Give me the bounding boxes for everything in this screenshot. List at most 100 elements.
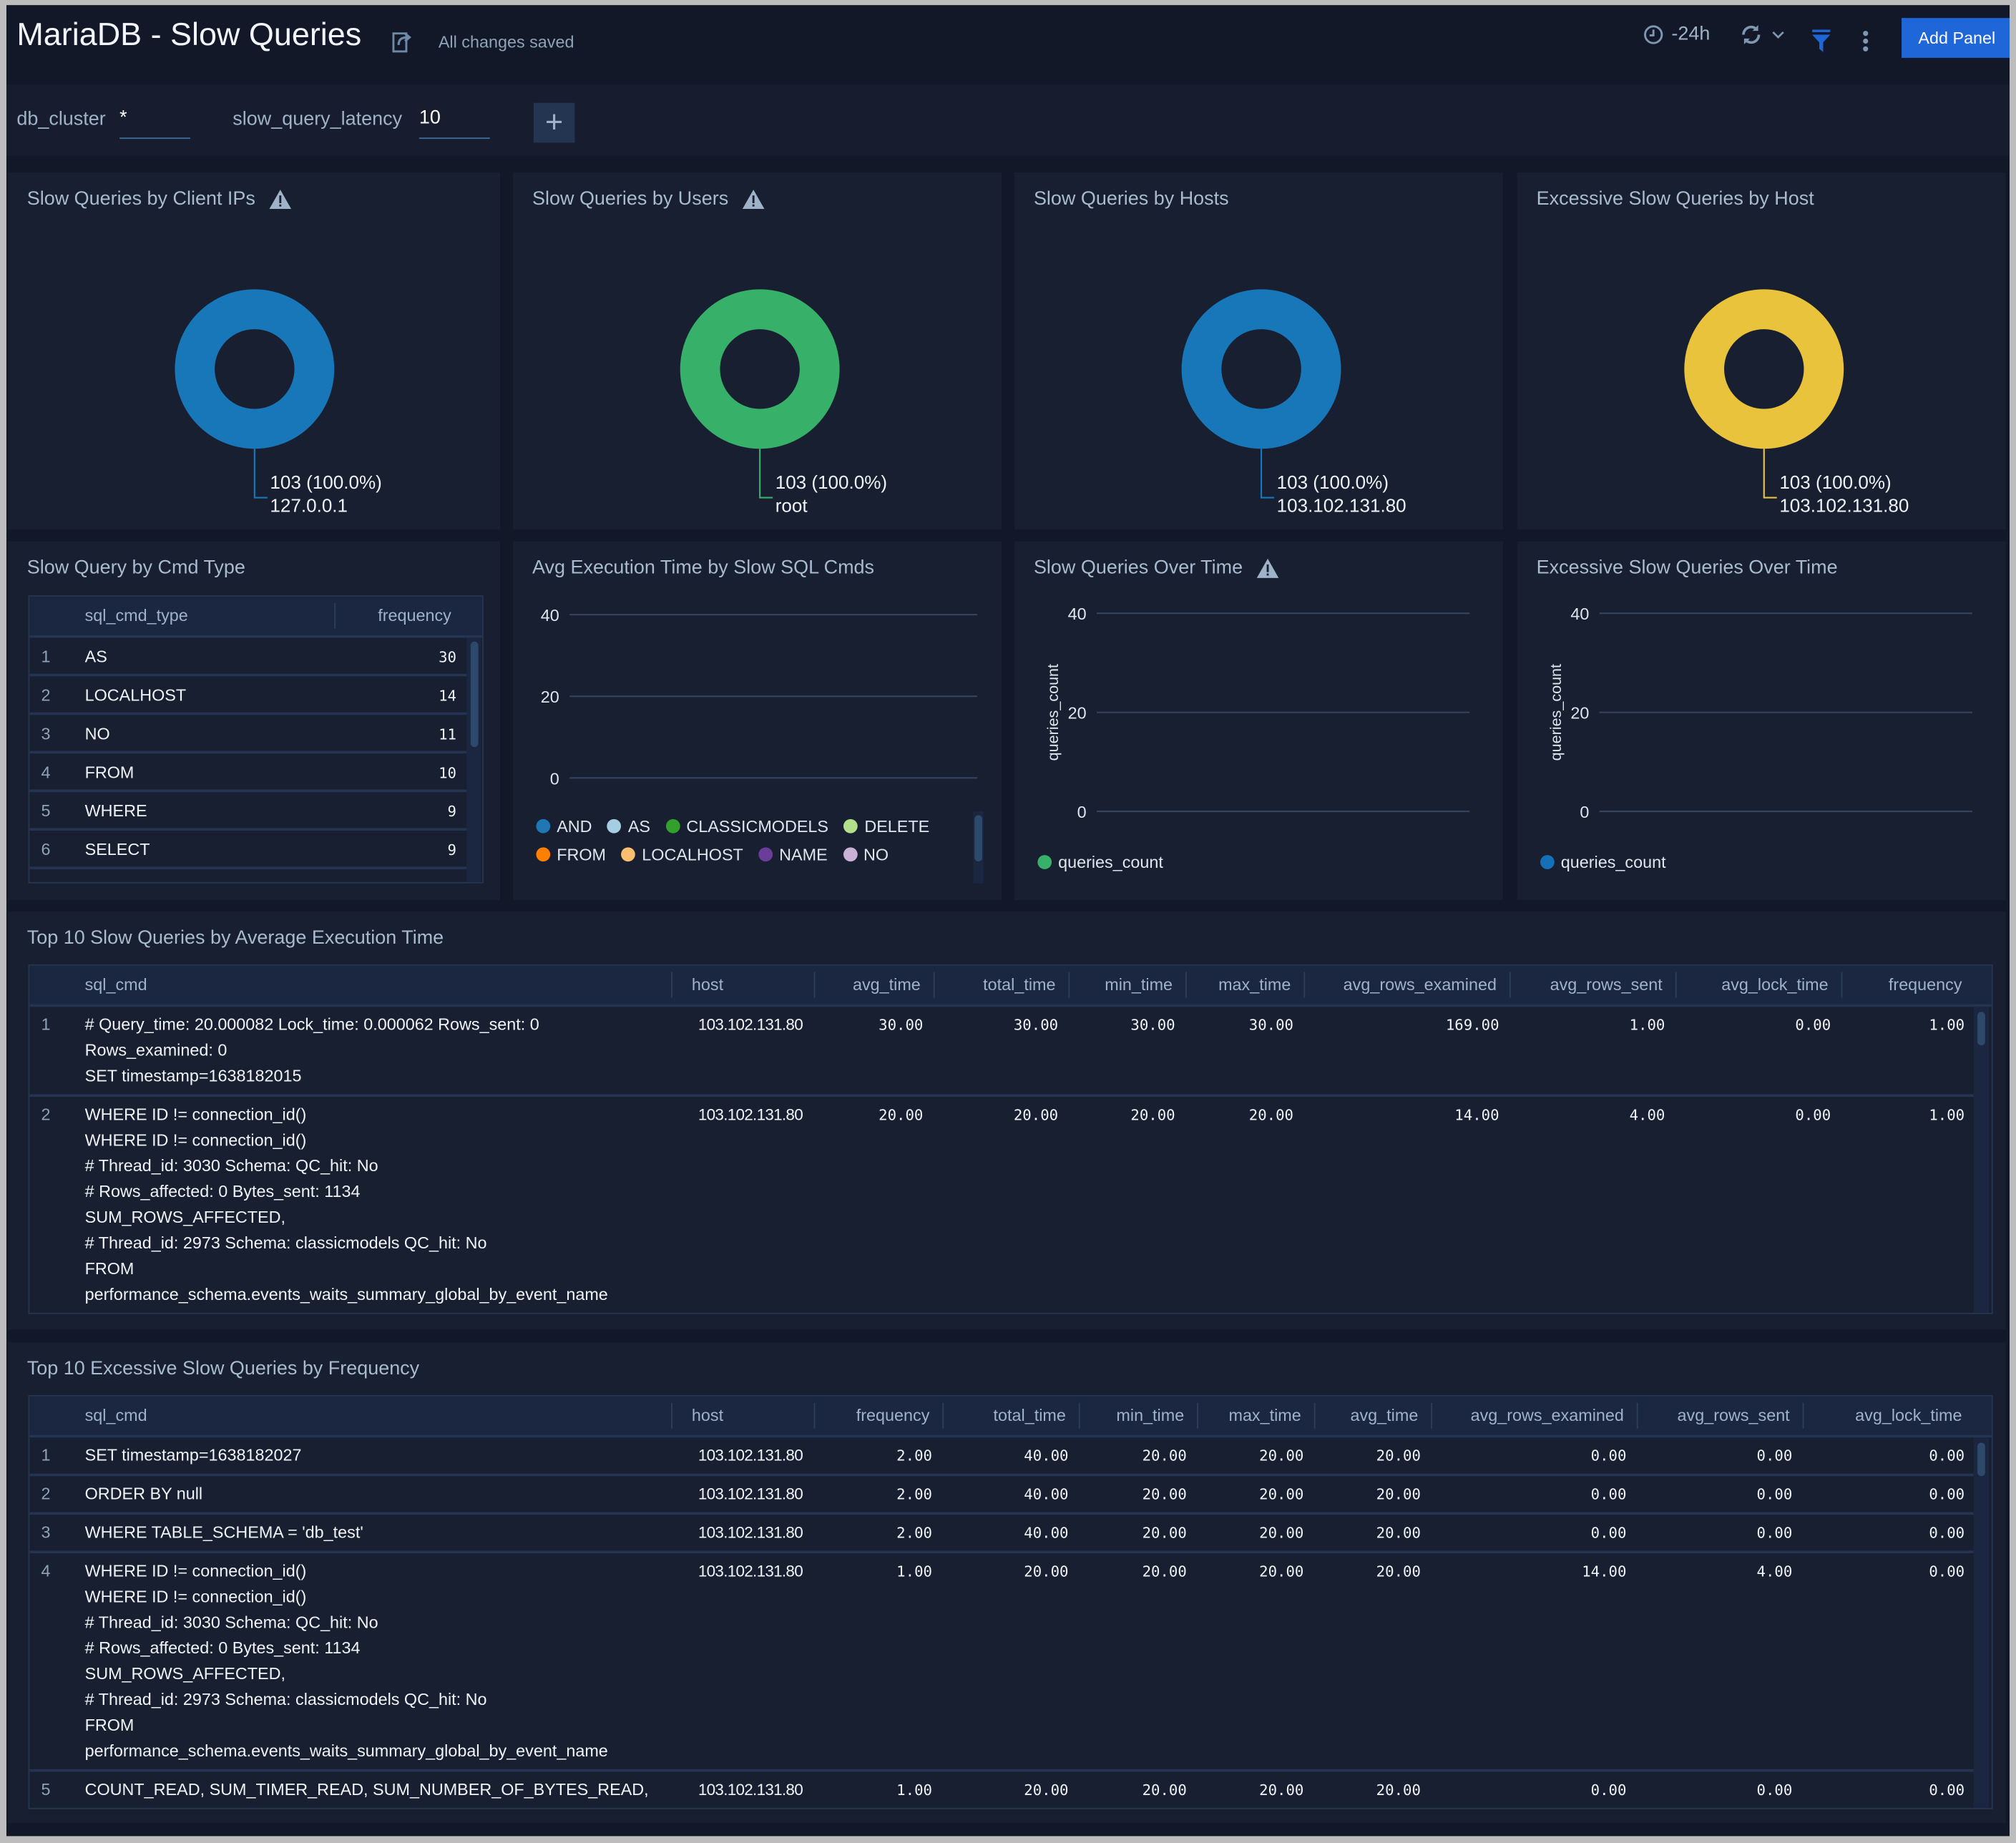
scrollbar-thumb[interactable]	[974, 815, 983, 862]
cmd-type-table: sql_cmd_type frequency 1 AS 30 2 LOCALHOST 14 3 N…	[28, 595, 484, 884]
table-row[interactable]: 2 ORDER BY null 103.102.131.80 2.00 40.00 20.…	[29, 1476, 1974, 1515]
legend-item[interactable]: AND	[536, 816, 592, 836]
donut-slice[interactable]	[680, 289, 840, 449]
sql-cmd-line: performance_schema.events_waits_summary_…	[84, 1284, 608, 1304]
table-row[interactable]: 2 LOCALHOST 14	[29, 676, 467, 715]
column-resize-handle[interactable]	[1636, 1402, 1638, 1429]
legend-item[interactable]: NO	[843, 845, 889, 864]
scrollbar-thumb[interactable]	[1977, 1442, 1985, 1477]
table-row[interactable]: 4 WHERE ID != connection_id() WHERE ID != …	[29, 1553, 1974, 1772]
column-resize-handle[interactable]	[933, 972, 935, 998]
column-header-avg-lock-time[interactable]: avg_lock_time	[1855, 1405, 1962, 1425]
column-resize-handle[interactable]	[1068, 972, 1070, 998]
scrollbar-thumb[interactable]	[1977, 1012, 1985, 1046]
column-header-total-time[interactable]: total_time	[993, 1405, 1066, 1425]
filter-input-slow-query-latency[interactable]: 10	[419, 107, 490, 140]
row-index: 7	[41, 876, 51, 881]
column-header-avg-lock-time[interactable]: avg_lock_time	[1721, 974, 1829, 994]
table-scrollbar[interactable]	[1973, 1437, 1990, 1808]
table-scrollbar[interactable]	[1973, 1007, 1990, 1313]
column-header-frequency[interactable]: frequency	[1888, 974, 1962, 994]
table-row[interactable]: 4 FROM 10	[29, 753, 467, 793]
donut-slice[interactable]	[1684, 289, 1844, 449]
more-vertical-icon[interactable]	[1861, 29, 1869, 52]
share-icon[interactable]	[392, 29, 413, 53]
column-header-frequency[interactable]: frequency	[856, 1405, 930, 1425]
legend-item[interactable]: CLASSICMODELS	[665, 816, 828, 836]
column-resize-handle[interactable]	[813, 1402, 816, 1429]
column-resize-handle[interactable]	[1185, 972, 1187, 998]
filter-icon[interactable]	[1811, 29, 1831, 52]
warning-icon[interactable]	[1256, 557, 1278, 578]
column-header-min-time[interactable]: min_time	[1116, 1405, 1185, 1425]
legend-item[interactable]: AS	[607, 816, 650, 836]
column-resize-handle[interactable]	[1509, 972, 1511, 998]
legend-item[interactable]: queries_count	[1540, 853, 1666, 872]
table-scrollbar[interactable]	[466, 637, 481, 882]
column-header-avg-rows-examined[interactable]: avg_rows_examined	[1470, 1405, 1624, 1425]
chevron-down-icon[interactable]	[1771, 27, 1786, 43]
column-header-max-time[interactable]: max_time	[1228, 1405, 1301, 1425]
column-header-host[interactable]: host	[691, 1405, 724, 1425]
legend-item[interactable]: queries_count	[1037, 853, 1163, 872]
table-row[interactable]: 3 WHERE TABLE_SCHEMA = 'db_test' 103.102.1…	[29, 1515, 1974, 1554]
column-header-sql-cmd-type[interactable]: sql_cmd_type	[84, 605, 188, 625]
column-resize-handle[interactable]	[942, 1402, 944, 1429]
column-resize-handle[interactable]	[1197, 1402, 1198, 1429]
table-row[interactable]: 2 WHERE ID != connection_id() WHERE ID != …	[29, 1097, 1974, 1313]
filter-input-db-cluster[interactable]: *	[119, 107, 190, 140]
slice-category-label: 103.102.131.80	[1277, 494, 1406, 516]
cell-total-time: 20.00	[1024, 1781, 1069, 1799]
warning-icon[interactable]	[741, 188, 764, 209]
table-header: sql_cmd host frequency total_time min_time ma…	[29, 1396, 1992, 1438]
column-header-avg-rows-sent[interactable]: avg_rows_sent	[1550, 974, 1663, 994]
warning-icon[interactable]	[268, 188, 291, 209]
donut-slice[interactable]	[175, 289, 335, 449]
legend-item[interactable]: DELETE	[843, 816, 929, 836]
scrollbar-thumb[interactable]	[470, 641, 479, 748]
column-resize-handle[interactable]	[1313, 1402, 1316, 1429]
column-resize-handle[interactable]	[1078, 1402, 1080, 1429]
legend-scrollbar[interactable]	[973, 811, 984, 884]
table-row[interactable]: 7 SET 8	[29, 869, 466, 881]
legend-item[interactable]: FROM	[536, 845, 606, 864]
table-row[interactable]: 3 NO 11	[29, 715, 467, 754]
donut-slice[interactable]	[1181, 289, 1341, 449]
column-header-avg-rows-examined[interactable]: avg_rows_examined	[1343, 974, 1497, 994]
time-range-button[interactable]: -24h	[1643, 23, 1710, 45]
column-header-sql-cmd[interactable]: sql_cmd	[84, 974, 147, 994]
legend-item[interactable]: NAME	[758, 845, 828, 864]
column-header-avg-rows-sent[interactable]: avg_rows_sent	[1677, 1405, 1790, 1425]
column-resize-handle[interactable]	[813, 972, 816, 998]
column-resize-handle[interactable]	[1303, 972, 1306, 998]
column-header-total-time[interactable]: total_time	[983, 974, 1056, 994]
column-header-frequency[interactable]: frequency	[378, 605, 451, 625]
legend-item[interactable]: LOCALHOST	[621, 845, 743, 864]
column-resize-handle[interactable]	[1675, 972, 1677, 998]
column-header-avg-time[interactable]: avg_time	[852, 974, 921, 994]
column-header-sql-cmd[interactable]: sql_cmd	[84, 1405, 147, 1425]
column-resize-handle[interactable]	[334, 602, 336, 629]
table-row[interactable]: 1 # Query_time: 20.000082 Lock_time: 0.00…	[29, 1007, 1974, 1098]
row-index: 2	[41, 1483, 51, 1503]
column-header-max-time[interactable]: max_time	[1218, 974, 1291, 994]
column-header-host[interactable]: host	[691, 974, 724, 994]
table-row[interactable]: 6 SELECT 9	[29, 831, 467, 869]
refresh-icon	[1742, 25, 1761, 45]
table-row[interactable]: 1 AS 30	[29, 637, 467, 677]
column-resize-handle[interactable]	[671, 1402, 672, 1429]
table-row[interactable]: 5 WHERE 9	[29, 792, 467, 831]
column-resize-handle[interactable]	[671, 972, 672, 998]
column-resize-handle[interactable]	[1841, 972, 1843, 998]
column-resize-handle[interactable]	[1802, 1402, 1804, 1429]
donut-chart: 103 (100.0%)103.102.131.80	[1684, 289, 1909, 516]
table-row[interactable]: 1 SET timestamp=1638182027 103.102.131.80 2…	[29, 1437, 1974, 1477]
table-row[interactable]: 5 COUNT_READ, SUM_TIMER_READ, SUM_NUMBER_…	[29, 1772, 1974, 1808]
add-panel-button[interactable]: Add Panel	[1902, 18, 2010, 58]
add-filter-button[interactable]: +	[533, 102, 575, 143]
sql-cmd-line: FROM	[84, 1258, 134, 1279]
column-resize-handle[interactable]	[1431, 1402, 1433, 1429]
column-header-avg-time[interactable]: avg_time	[1350, 1405, 1419, 1425]
refresh-button[interactable]	[1740, 23, 1786, 46]
column-header-min-time[interactable]: min_time	[1105, 974, 1173, 994]
